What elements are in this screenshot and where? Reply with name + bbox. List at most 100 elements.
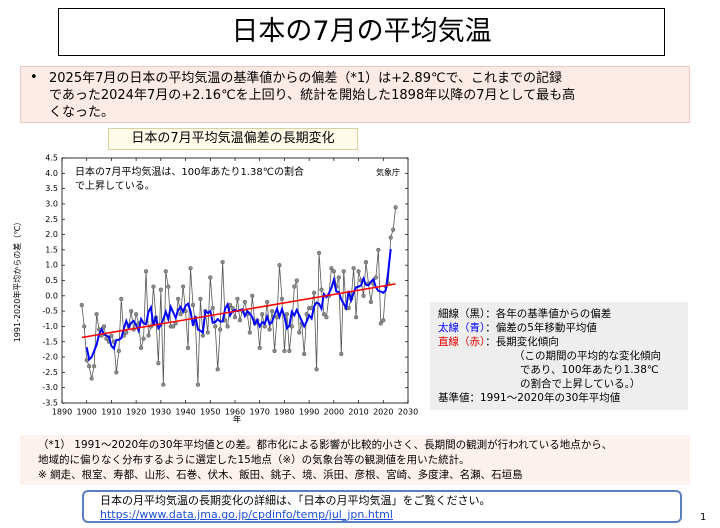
- footnote-box: （*1） 1991～2020年の30年平均値との差。都市化による影響が比較的小さ…: [20, 435, 690, 485]
- point: [257, 345, 262, 350]
- point: [190, 302, 196, 308]
- legend-continuation: であり、100年あたり1.38℃: [520, 364, 659, 376]
- point: [141, 336, 146, 341]
- point: [247, 330, 252, 335]
- point: [324, 315, 329, 320]
- point: [304, 312, 309, 317]
- point: [92, 364, 97, 369]
- point: [368, 299, 374, 305]
- y-tick-label: 3.0: [45, 199, 58, 208]
- x-tick-label: 2030: [398, 408, 418, 417]
- point: [376, 247, 381, 252]
- point: [138, 345, 144, 350]
- point: [134, 312, 139, 317]
- point: [297, 330, 302, 335]
- x-tick-label: 1910: [101, 408, 121, 417]
- point: [329, 266, 334, 271]
- point: [289, 324, 294, 329]
- point: [116, 348, 121, 354]
- point: [341, 269, 346, 274]
- point: [215, 367, 220, 372]
- x-tick-label: 1940: [175, 408, 195, 417]
- point: [388, 235, 393, 240]
- point: [321, 312, 327, 317]
- point: [82, 324, 87, 329]
- point: [235, 296, 240, 301]
- point: [225, 324, 230, 329]
- point: [311, 290, 317, 295]
- chart: 1991-2020年平均からの差（℃） 年 日本の7月平均気温は、100年あたり…: [12, 154, 418, 425]
- y-tick-label: -2.0: [42, 353, 58, 362]
- point: [161, 382, 166, 387]
- y-tick-label: 3.5: [45, 184, 58, 193]
- baseline-note: 基準値：1991～2020年の30年平均値: [438, 392, 621, 404]
- y-tick-label: 0.5: [45, 276, 58, 285]
- point: [220, 260, 225, 265]
- point: [354, 315, 359, 320]
- y-tick-label: 2.0: [45, 230, 58, 239]
- link-url[interactable]: https://www.data.jma.go.jp/cpdinfo/temp/…: [100, 508, 393, 521]
- footnote-line: 地域的に偏りなく分布するように選定した15地点（※）の気象台等の観測値を用いた統…: [38, 454, 470, 466]
- point: [272, 348, 277, 354]
- point: [101, 324, 107, 329]
- annotation: 日本の7月平均気温は、100年あたり1.38℃の割合: [75, 165, 304, 178]
- source: 気象庁: [376, 167, 400, 177]
- point: [339, 351, 344, 357]
- point: [242, 299, 247, 305]
- point: [250, 293, 255, 298]
- point: [314, 367, 319, 372]
- y-tick-label: 4.0: [45, 169, 58, 178]
- bullet-line: 2025年7月の日本の平均気温の基準値からの偏差（*1）は+2.89℃で、これま…: [49, 71, 563, 86]
- point: [89, 376, 94, 381]
- point: [178, 312, 183, 317]
- series-line: [81, 283, 396, 339]
- legend-label: 太線（青）: [438, 322, 486, 334]
- x-tick-label: 1920: [126, 408, 146, 417]
- legend-note: 直線（赤）：長期変化傾向: [438, 335, 688, 349]
- point: [198, 296, 203, 301]
- point: [373, 275, 378, 280]
- y-tick-label: -1.5: [42, 337, 58, 346]
- y-tick-label: -0.5: [42, 307, 58, 316]
- point: [208, 275, 213, 280]
- point: [176, 296, 181, 301]
- point: [200, 333, 205, 338]
- point: [114, 370, 119, 375]
- point: [260, 312, 265, 317]
- point: [267, 327, 272, 332]
- footnote-line: ※ 網走、根室、寿都、山形、石巻、伏木、飯田、銚子、境、浜田、彦根、宮崎、多度津…: [38, 469, 523, 481]
- y-tick-label: 1.0: [45, 261, 58, 270]
- x-tick-label: 1930: [151, 408, 171, 417]
- point: [163, 269, 168, 274]
- y-tick-label: -2.5: [42, 368, 58, 377]
- y-tick-label: 1.5: [45, 245, 58, 254]
- point: [265, 299, 270, 305]
- point: [156, 361, 161, 366]
- legend-label: 細線（黒）: [438, 308, 486, 320]
- point: [277, 263, 282, 268]
- point: [269, 309, 275, 314]
- y-tick-label: 0.0: [45, 291, 58, 300]
- point: [282, 348, 287, 354]
- point: [166, 284, 171, 289]
- point: [195, 382, 201, 387]
- point: [218, 327, 223, 332]
- footnote-line: （*1） 1991～2020年の30年平均値との差。都市化による影響が比較的小さ…: [38, 439, 613, 451]
- point: [181, 284, 186, 289]
- point: [302, 351, 307, 357]
- chart-heading: 日本の7月平均気温偏差の長期変化: [108, 128, 358, 150]
- point: [124, 330, 129, 335]
- y-tick-label: -1.0: [42, 322, 58, 331]
- legend-text: ：各年の基準値からの偏差: [485, 308, 612, 320]
- point: [294, 278, 299, 283]
- y-axis-label: 1991-2020年平均からの差（℃）: [12, 218, 22, 343]
- x-tick-label: 1960: [225, 408, 245, 417]
- x-axis-label: 年: [233, 414, 241, 424]
- y-tick-label: -3.5: [42, 399, 58, 408]
- point: [319, 287, 324, 292]
- x-tick-label: 1900: [77, 408, 97, 417]
- link-box: 日本の月平均気温の長期変化の詳細は、「日本の月平均気温」をご覧ください。 htt…: [82, 490, 682, 523]
- point: [237, 318, 243, 323]
- legend-continuation: の割合で上昇している。）: [520, 378, 641, 390]
